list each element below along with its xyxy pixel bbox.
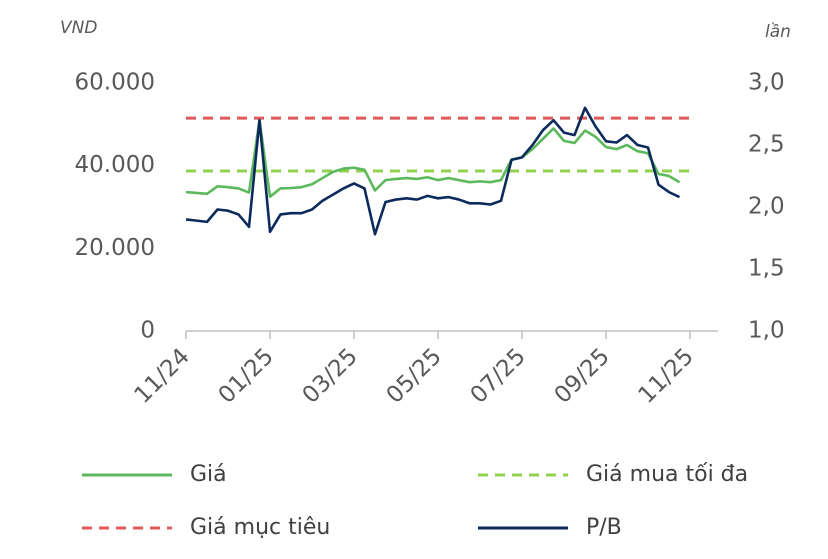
y2-unit: lần xyxy=(765,21,791,42)
legend-label: P/B xyxy=(586,515,622,540)
x-tick-label: 01/25 xyxy=(214,343,279,408)
x-tick-label: 11/24 xyxy=(130,343,195,408)
series-line xyxy=(185,118,681,198)
y2-tick-label: 1,5 xyxy=(748,256,785,282)
y-unit: VND xyxy=(60,18,97,38)
legend-label: Giá mua tối đa xyxy=(586,462,748,487)
legend-label: Giá mục tiêu xyxy=(190,515,330,540)
x-tick-label: 11/25 xyxy=(634,343,699,408)
y-tick-label: 20.000 xyxy=(75,235,155,261)
y-tick-label: 0 xyxy=(140,318,155,344)
x-tick-label: 07/25 xyxy=(466,343,531,408)
y2-tick-label: 2,0 xyxy=(748,194,785,220)
legend-label: Giá xyxy=(190,462,227,487)
y2-tick-label: 3,0 xyxy=(748,70,785,96)
x-tick-label: 09/25 xyxy=(550,343,615,408)
x-tick-label: 03/25 xyxy=(298,343,363,408)
y2-tick-label: 2,5 xyxy=(748,132,785,158)
y-tick-label: 40.000 xyxy=(75,152,155,178)
x-tick-label: 05/25 xyxy=(382,343,447,408)
series-line xyxy=(185,106,681,236)
y2-tick-label: 1,0 xyxy=(748,318,785,344)
y-tick-label: 60.000 xyxy=(75,70,155,96)
